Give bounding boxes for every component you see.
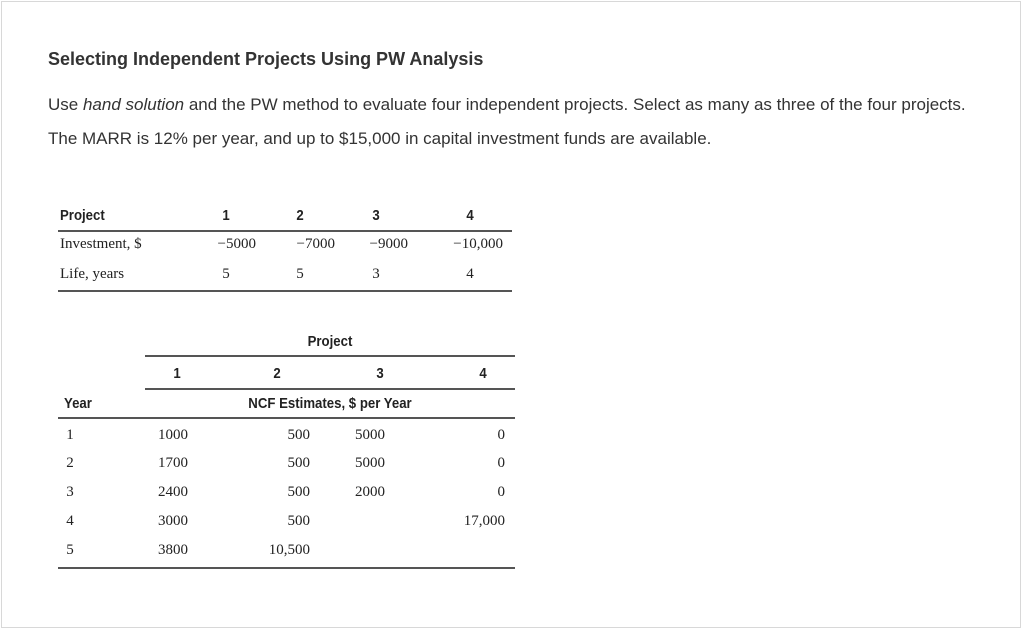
sub-header: NCF Estimates, $ per Year [248, 395, 412, 412]
cell: 5 [222, 266, 230, 282]
cell: −7000 [296, 236, 335, 252]
cell: 5 [296, 266, 304, 282]
rule [58, 230, 512, 232]
year-cell: 5 [66, 542, 74, 558]
ncf-cell: 0 [497, 455, 506, 471]
year-cell: 3 [66, 484, 74, 500]
ncf-cell: 500 [287, 455, 311, 471]
ncf-cell: 3000 [158, 513, 188, 529]
ncf-cell: 5000 [355, 427, 385, 443]
year-header: Year [64, 395, 92, 412]
row-label: Investment, $ [60, 236, 142, 252]
col-header: 4 [466, 207, 474, 224]
ncf-cell: 0 [497, 427, 506, 443]
year-cell: 2 [66, 455, 74, 471]
cell: −9000 [369, 236, 408, 252]
cell: −5000 [217, 236, 256, 252]
rule [58, 567, 515, 569]
ncf-cell: 17,000 [463, 513, 505, 529]
rule [145, 388, 515, 390]
row-label: Life, years [60, 266, 125, 282]
col-header: 4 [479, 365, 487, 382]
ncf-cell: 3800 [158, 542, 188, 558]
emphasis-text: hand solution [82, 95, 185, 114]
col-header: 1 [222, 207, 230, 224]
year-cell: 4 [66, 513, 74, 529]
question-title: Selecting Independent Projects Using PW … [48, 49, 484, 69]
col-header: 3 [376, 365, 384, 382]
ncf-cell: 500 [287, 513, 311, 529]
ncf-cell: 10,500 [268, 542, 310, 558]
ncf-cell: 1700 [158, 455, 188, 471]
col-header: 2 [273, 365, 281, 382]
ncf-cell: 0 [497, 484, 506, 500]
col-header: 2 [296, 207, 304, 224]
ncf-cell: 500 [287, 427, 311, 443]
ncf-cell: 1000 [158, 427, 188, 443]
question-text: Use hand solution and the PW method to e… [48, 88, 988, 156]
rule [58, 290, 512, 292]
col-header: 1 [173, 365, 181, 382]
cell: −10,000 [453, 236, 503, 252]
text-part: Use [48, 95, 83, 114]
ncf-cell: 5000 [355, 455, 385, 471]
rule [58, 417, 515, 419]
ncf-cell: 500 [287, 484, 311, 500]
col-header: 3 [372, 207, 380, 224]
text-part: and the PW method to evaluate four indep… [48, 95, 966, 148]
group-header: Project [307, 333, 353, 350]
ncf-cell: 2400 [158, 484, 188, 500]
header-project: Project [60, 207, 105, 224]
rule [145, 355, 515, 357]
ncf-cell: 2000 [355, 484, 385, 500]
year-cell: 1 [66, 427, 74, 443]
cell: 3 [372, 266, 380, 282]
cell: 4 [466, 266, 474, 282]
